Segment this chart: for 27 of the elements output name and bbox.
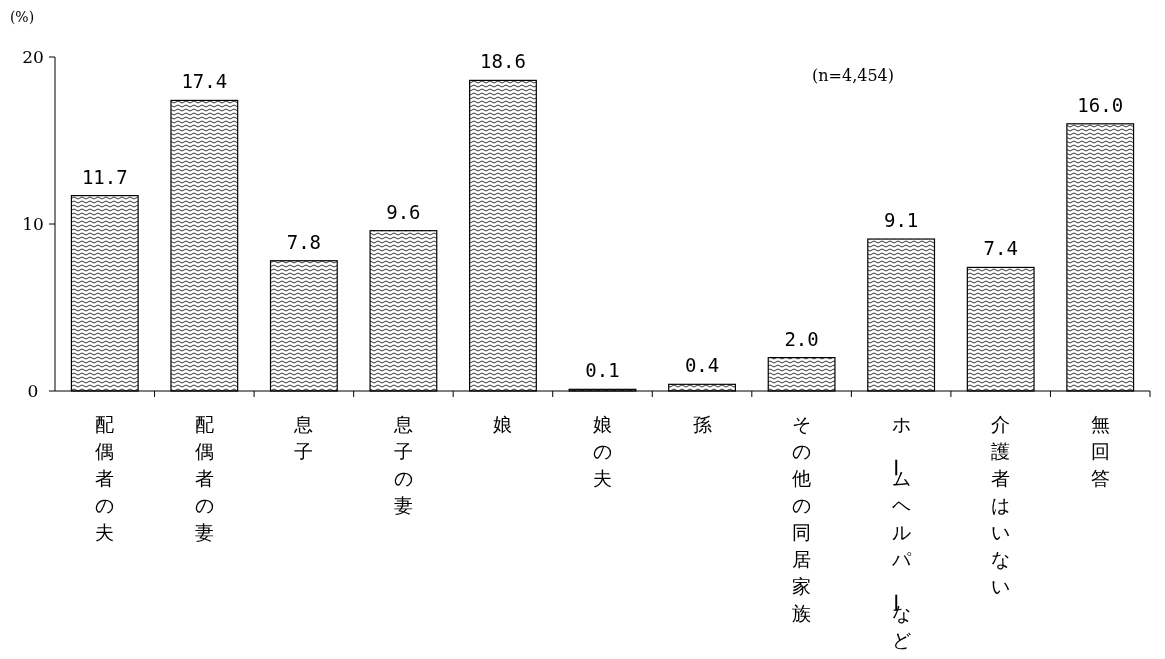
x-tick-label: 娘	[493, 413, 513, 435]
x-tick-label: 息子	[293, 413, 314, 462]
data-label: 16.0	[1077, 93, 1124, 116]
data-label: 7.8	[286, 230, 322, 253]
data-label: 11.7	[81, 165, 128, 188]
x-tick-label: 娘の夫	[593, 413, 612, 489]
y-tick-label: 0	[27, 380, 39, 401]
x-tick-label: 配偶者の夫	[95, 413, 115, 543]
x-tick-label: その他の同居家族	[792, 413, 812, 624]
data-label: 2.0	[784, 327, 819, 350]
x-tick-label: 無回答	[1090, 413, 1110, 489]
y-tick-label: 20	[22, 46, 44, 67]
data-label: 18.6	[480, 50, 526, 73]
category-label: ホームヘルパーなど	[884, 413, 911, 651]
annotation: (n=4,454)	[812, 66, 894, 85]
data-label: 9.1	[883, 209, 919, 232]
y-tick-label: 10	[22, 213, 44, 234]
y-axis-title: (%)	[9, 9, 35, 25]
data-label: 0.4	[684, 354, 720, 377]
data-label: 9.6	[386, 200, 421, 223]
data-label: 0.1	[585, 359, 620, 382]
x-tick-label: 息子の妻	[392, 413, 413, 516]
data-label: 17.4	[181, 70, 228, 93]
x-tick-label: 孫	[692, 413, 712, 435]
data-label: 7.4	[983, 237, 1018, 260]
x-tick-label: 配偶者の妻	[194, 413, 214, 543]
x-tick-label: 介護者はいない	[991, 413, 1011, 597]
